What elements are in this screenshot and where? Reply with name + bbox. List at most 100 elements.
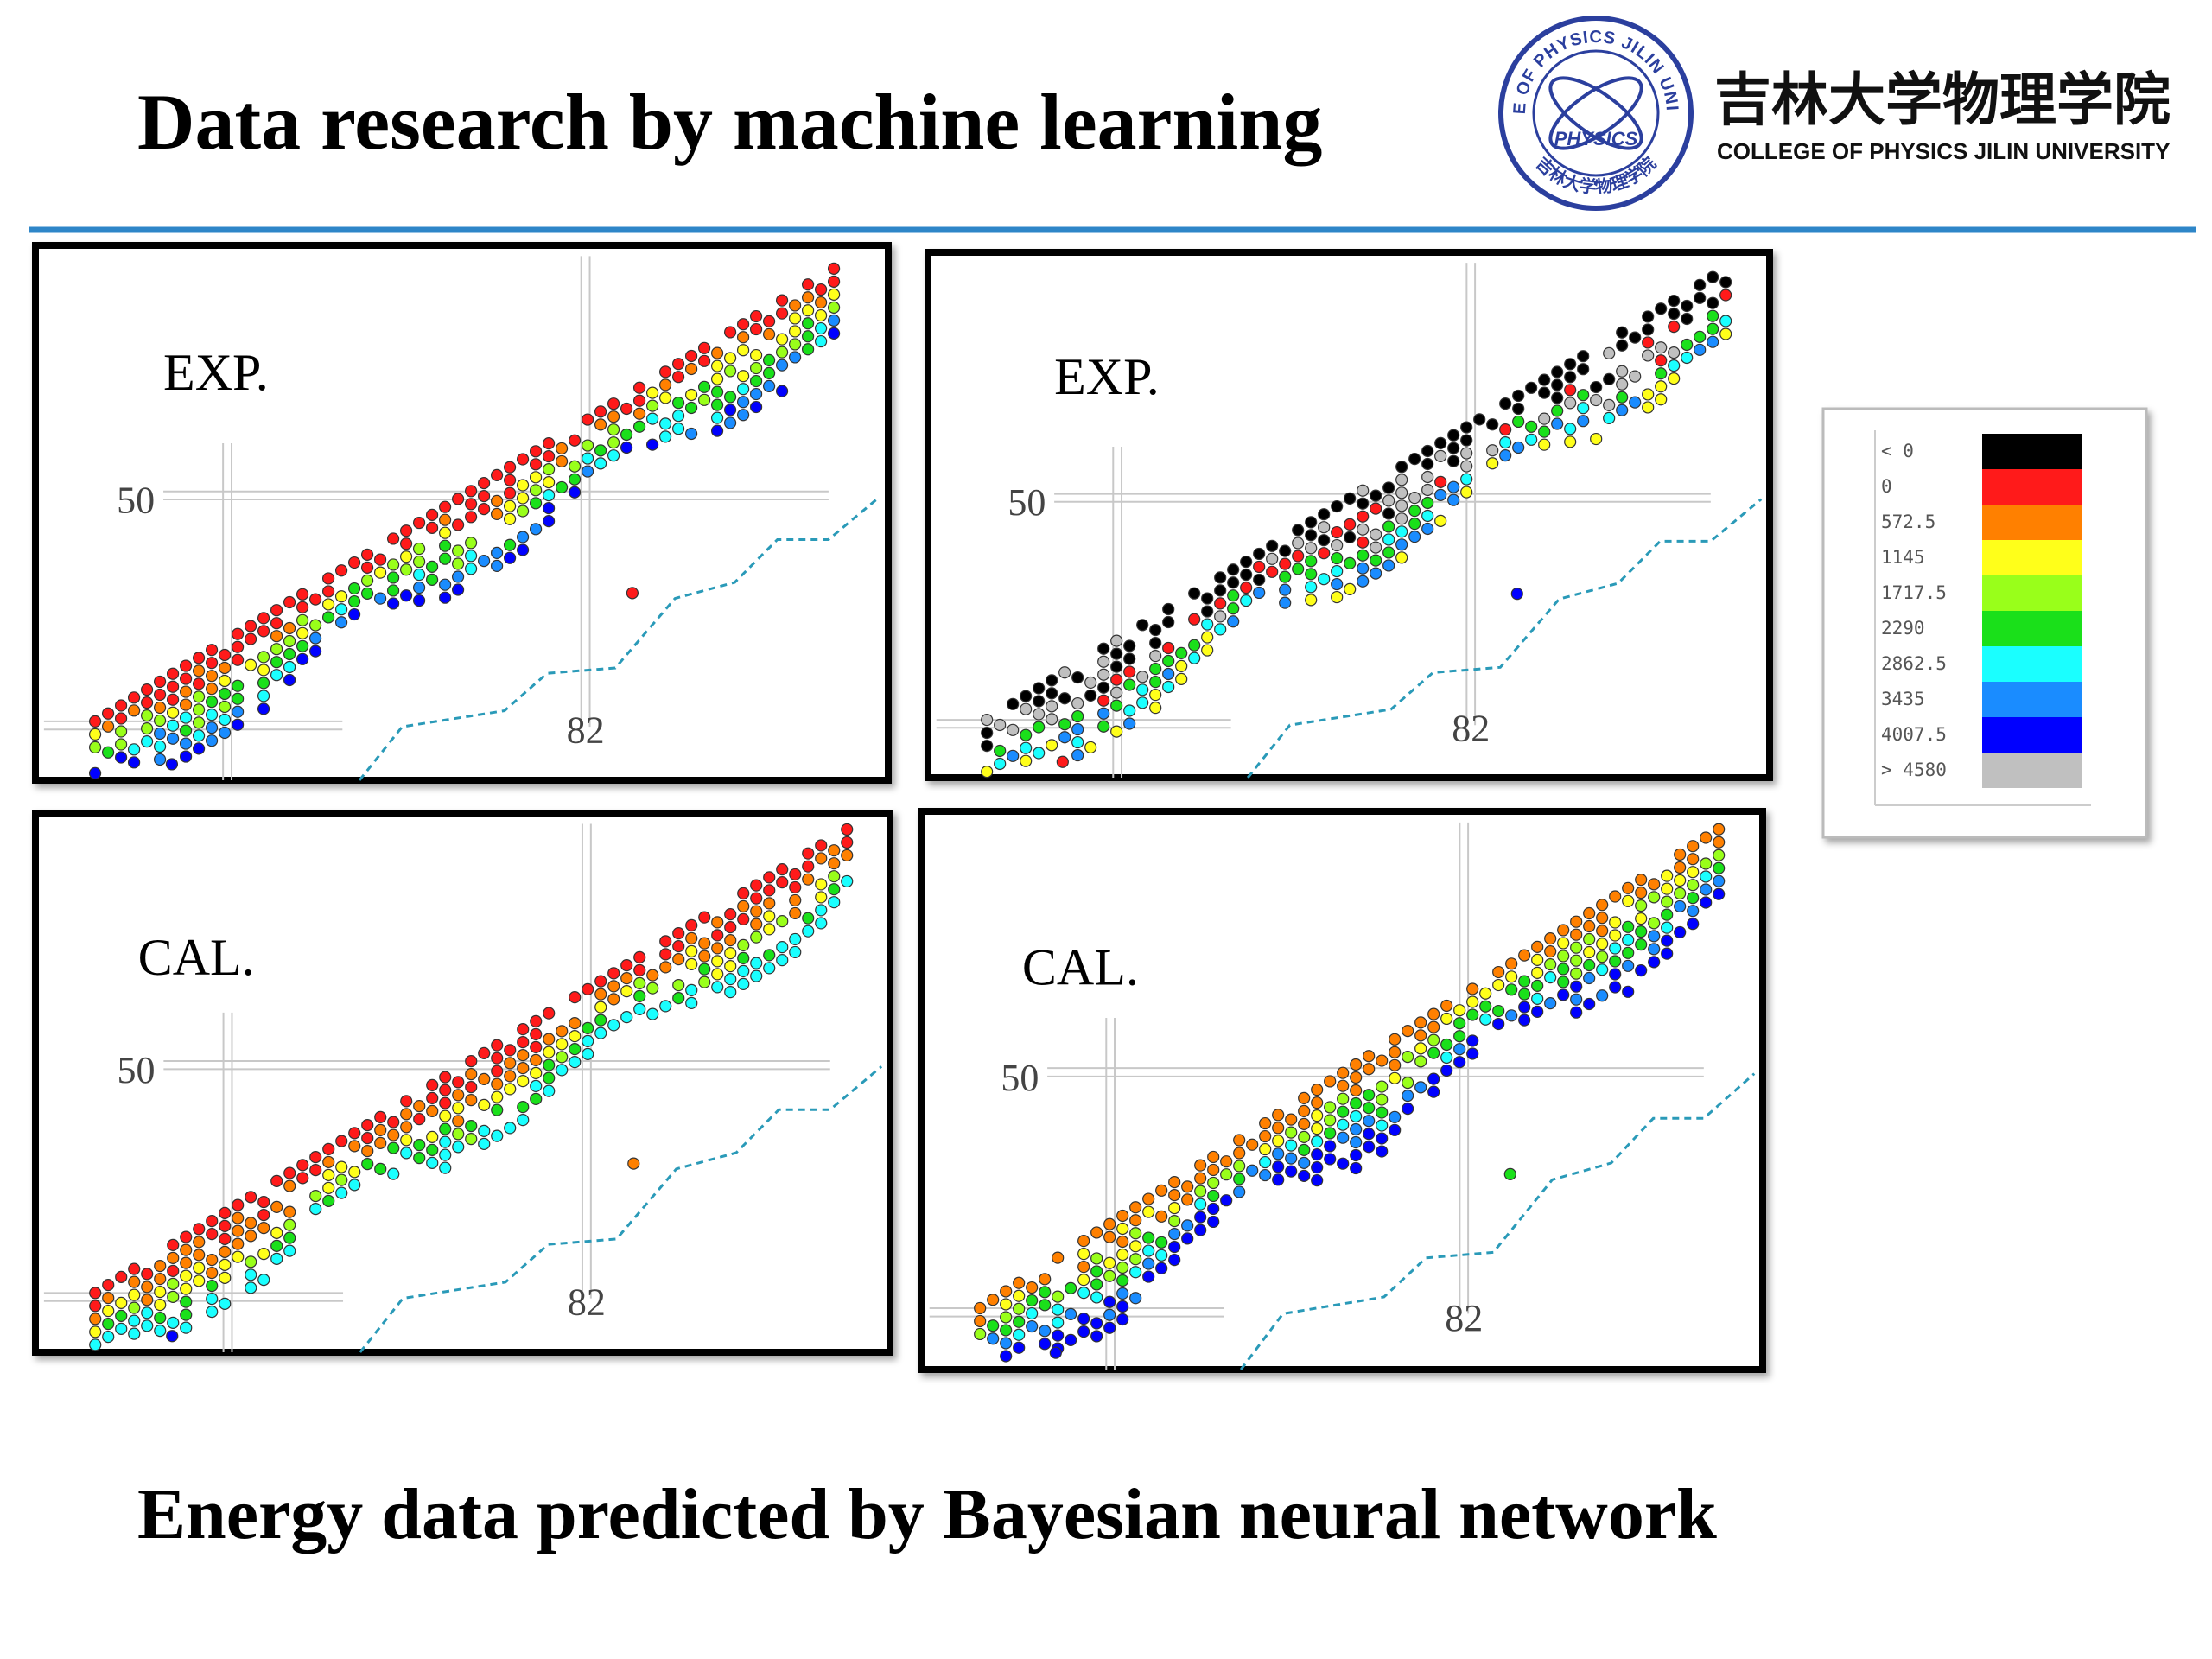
nuclide-dot: [763, 884, 776, 897]
nuclide-dot: [1110, 660, 1123, 673]
nuclide-dot: [257, 664, 270, 677]
nuclide-dot: [232, 1198, 245, 1211]
nuclide-dot: [1266, 565, 1279, 578]
legend-label: 1717.5: [1881, 582, 1947, 603]
nuclide-dot: [1557, 976, 1570, 988]
nuclide-dot: [1214, 571, 1227, 584]
nuclide-dot: [1344, 518, 1357, 531]
nuclide-dot: [1000, 1350, 1013, 1363]
nuclide-dot: [1492, 1017, 1505, 1031]
nuclide-dot: [1382, 507, 1395, 520]
nuclide-dot: [193, 1274, 206, 1287]
nuclide-dot: [789, 868, 802, 881]
nuclide-dot: [1026, 1306, 1039, 1320]
nuclide-dot: [517, 1036, 530, 1049]
nuclide-dot: [1298, 1117, 1311, 1130]
nuclide-dot: [1395, 551, 1408, 564]
nuclide-dot: [1363, 1063, 1376, 1076]
nuclide-dot: [582, 1047, 594, 1060]
nuclide-dot: [153, 675, 167, 689]
nuclide-dot: [1499, 448, 1512, 462]
nuclide-dot: [828, 844, 841, 857]
nuclide-dot: [1033, 695, 1046, 708]
nuclide-dot: [321, 585, 335, 598]
nuclide-dot: [102, 1292, 115, 1305]
nuclide-dot: [569, 991, 582, 1004]
nuclide-dot: [89, 1287, 102, 1300]
nuclide-dot: [465, 1081, 478, 1094]
nuclide-dot: [1194, 1185, 1207, 1198]
nuclide-dot: [1071, 748, 1084, 762]
nuclide-dot: [283, 660, 296, 674]
nuclide-dot: [451, 557, 465, 570]
nuclide-dot: [206, 1228, 219, 1241]
nuclide-dot: [451, 583, 465, 596]
nuclide-dot: [387, 1167, 400, 1180]
nuclide-dot: [114, 751, 128, 764]
nuclide-dot: [607, 967, 620, 980]
nuclide-dot: [1642, 349, 1655, 362]
nuclide-dot: [438, 591, 452, 604]
nuclide-dot: [1013, 1328, 1026, 1341]
nuclide-dot: [710, 359, 724, 372]
nuclide-dot: [1414, 1016, 1427, 1029]
nuclide-dot: [374, 1110, 387, 1123]
nuclide-dot: [322, 1181, 335, 1194]
nuclide-dot: [685, 918, 698, 932]
nuclide-dot: [658, 378, 672, 391]
nuclide-dot: [386, 584, 400, 597]
nuclide-dot: [89, 1300, 102, 1313]
y-marker: 50: [1001, 1057, 1039, 1099]
nuclide-dot: [219, 1219, 232, 1232]
nuclide-dot: [1713, 861, 1726, 874]
nuclide-dot: [1434, 514, 1447, 527]
nuclide-dot: [167, 1251, 180, 1264]
nuclide-dot: [1181, 1219, 1194, 1232]
nuclide-dot: [1149, 637, 1162, 650]
nuclide-dot: [244, 658, 257, 671]
nuclide-dot: [451, 493, 465, 505]
nuclide-dot: [1103, 1269, 1116, 1282]
nuclide-dot: [723, 391, 737, 404]
nuclide-dot: [1427, 1033, 1440, 1046]
nuclide-dot: [981, 766, 994, 779]
nuclide-dot: [1694, 278, 1707, 291]
nuclide-dot: [594, 975, 607, 988]
nuclide-dot: [762, 327, 776, 340]
nuclide-dot: [218, 674, 232, 688]
nuclide-dot: [736, 370, 750, 383]
nuclide-dot: [1201, 592, 1214, 605]
nuclide-dot: [1337, 1066, 1350, 1079]
nuclide-dot: [1298, 1169, 1311, 1182]
nuclide-dot: [218, 687, 232, 701]
nuclide-dot: [1090, 1330, 1103, 1343]
nuclide-panel: EXP. 50 82: [925, 249, 1773, 781]
nuclide-dot: [724, 986, 737, 999]
nuclide-dot: [1376, 1132, 1389, 1145]
nuclide-dot: [671, 410, 685, 423]
nuclide-dot: [425, 521, 439, 534]
nuclide-dot: [1305, 594, 1318, 607]
nuclide-dot: [439, 1148, 452, 1161]
nuclide-dot: [283, 1179, 296, 1192]
nuclide-dot: [88, 728, 102, 741]
nuclide-dot: [1097, 642, 1110, 655]
nuclide-dot: [974, 1301, 987, 1315]
nuclide-dot: [335, 1186, 348, 1199]
nuclide-dot: [1460, 486, 1473, 499]
nuclide-dot: [101, 720, 115, 733]
nuclide-dot: [568, 473, 582, 486]
nuclide-dot: [698, 950, 711, 963]
nuclide-dot: [1694, 330, 1707, 343]
nuclide-dot: [1538, 412, 1551, 425]
nuclide-dot: [1337, 1131, 1350, 1144]
nuclide-dot: [1357, 562, 1370, 575]
nuclide-dot: [335, 1160, 348, 1173]
nuclide-dot: [219, 1245, 232, 1258]
nuclide-dot: [1305, 581, 1318, 594]
nuclide-dot: [1129, 1240, 1142, 1253]
nuclide-dot: [1414, 1055, 1427, 1068]
nuclide-dot: [1116, 1313, 1129, 1326]
nuclide-dot: [1512, 415, 1525, 429]
nuclide-dot: [1661, 947, 1674, 960]
